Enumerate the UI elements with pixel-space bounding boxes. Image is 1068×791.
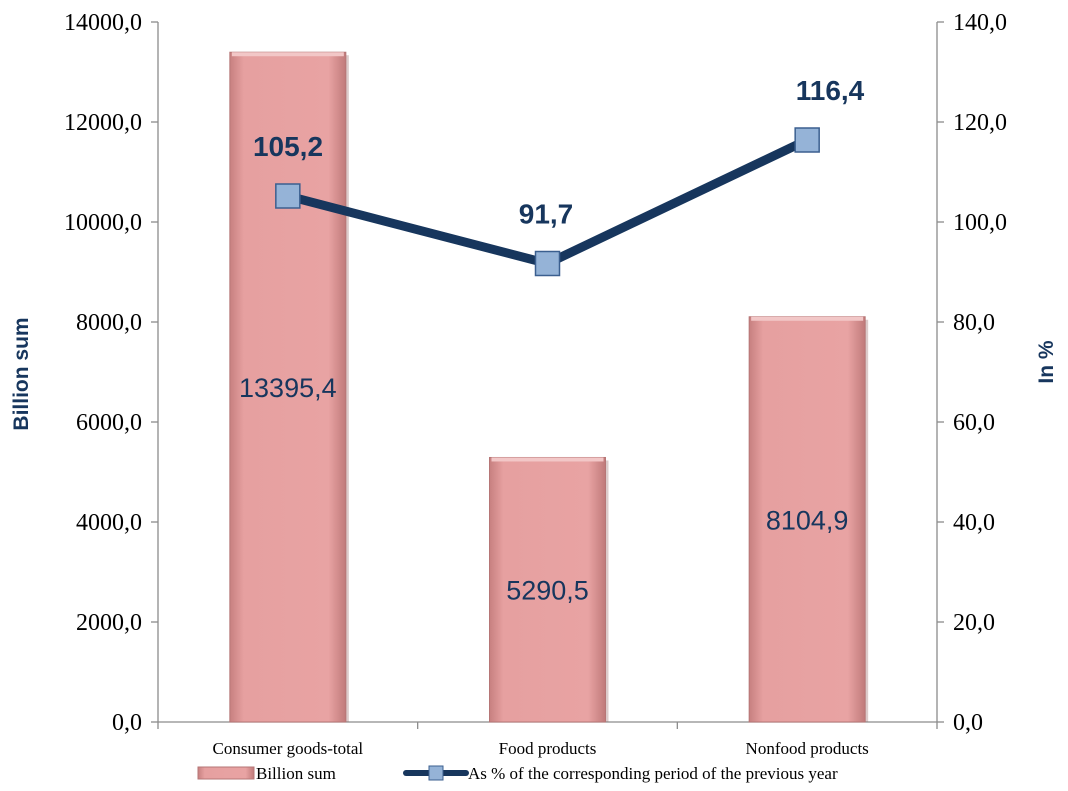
y-right-tick-label: 20,0 xyxy=(953,610,995,636)
y-left-tick-label: 0,0 xyxy=(112,710,142,736)
y-right-tick-label: 0,0 xyxy=(953,710,983,736)
y-left-tick-label: 12000,0 xyxy=(64,110,142,136)
line-layer xyxy=(275,127,820,277)
legend-label-bar: Billion sum xyxy=(256,764,336,783)
y-right-tick-label: 140,0 xyxy=(953,10,1007,36)
line-data-label: 116,4 xyxy=(796,75,865,106)
labels-layer: 13395,4 5290,5 8104,9 105,2 91,7 116,4 xyxy=(239,75,865,606)
y-right-tick-label: 60,0 xyxy=(953,410,995,436)
axes-layer: 0,0 2000,0 4000,0 6000,0 8000,0 10000,0 12000,… xyxy=(10,10,1058,758)
y-axis-title-left: Billion sum xyxy=(10,317,33,430)
y-right-tick-label: 40,0 xyxy=(953,510,995,536)
line-data-label: 91,7 xyxy=(519,199,574,230)
bar xyxy=(229,51,347,723)
bar-data-label: 13395,4 xyxy=(239,373,337,403)
bar-top-highlight xyxy=(231,52,344,57)
x-tick-label: Consumer goods-total xyxy=(213,739,364,758)
line-data-label: 105,2 xyxy=(253,131,323,162)
y-left-tick-label: 4000,0 xyxy=(76,510,142,536)
y-right-tick-label: 120,0 xyxy=(953,110,1007,136)
x-tick-label: Nonfood products xyxy=(746,739,869,758)
y-right-tick-label: 100,0 xyxy=(953,210,1007,236)
legend-label-line: As % of the corresponding period of the … xyxy=(468,764,838,783)
legend-swatch-marker xyxy=(428,765,444,781)
line-marker xyxy=(794,127,820,153)
bar xyxy=(748,316,866,723)
bar-data-label: 8104,9 xyxy=(766,505,849,535)
y-left-tick-label: 8000,0 xyxy=(76,310,142,336)
x-tick-label: Food products xyxy=(499,739,597,758)
y-left-tick-label: 6000,0 xyxy=(76,410,142,436)
y-left-tick-label: 2000,0 xyxy=(76,610,142,636)
bar-top-highlight xyxy=(491,457,604,462)
y-left-tick-label: 14000,0 xyxy=(64,10,142,36)
y-axis-title-right: In % xyxy=(1035,340,1058,383)
legend: Billion sum As % of the corresponding per… xyxy=(197,764,838,783)
bar-top-highlight xyxy=(751,316,864,321)
legend-swatch-bar xyxy=(197,766,255,780)
y-left-tick-label: 10000,0 xyxy=(64,210,142,236)
line-marker xyxy=(534,250,561,277)
bar-data-label: 5290,5 xyxy=(506,576,589,606)
y-right-tick-label: 80,0 xyxy=(953,310,995,336)
bar xyxy=(489,456,606,723)
bars-layer xyxy=(229,51,869,723)
line-marker xyxy=(275,183,301,209)
